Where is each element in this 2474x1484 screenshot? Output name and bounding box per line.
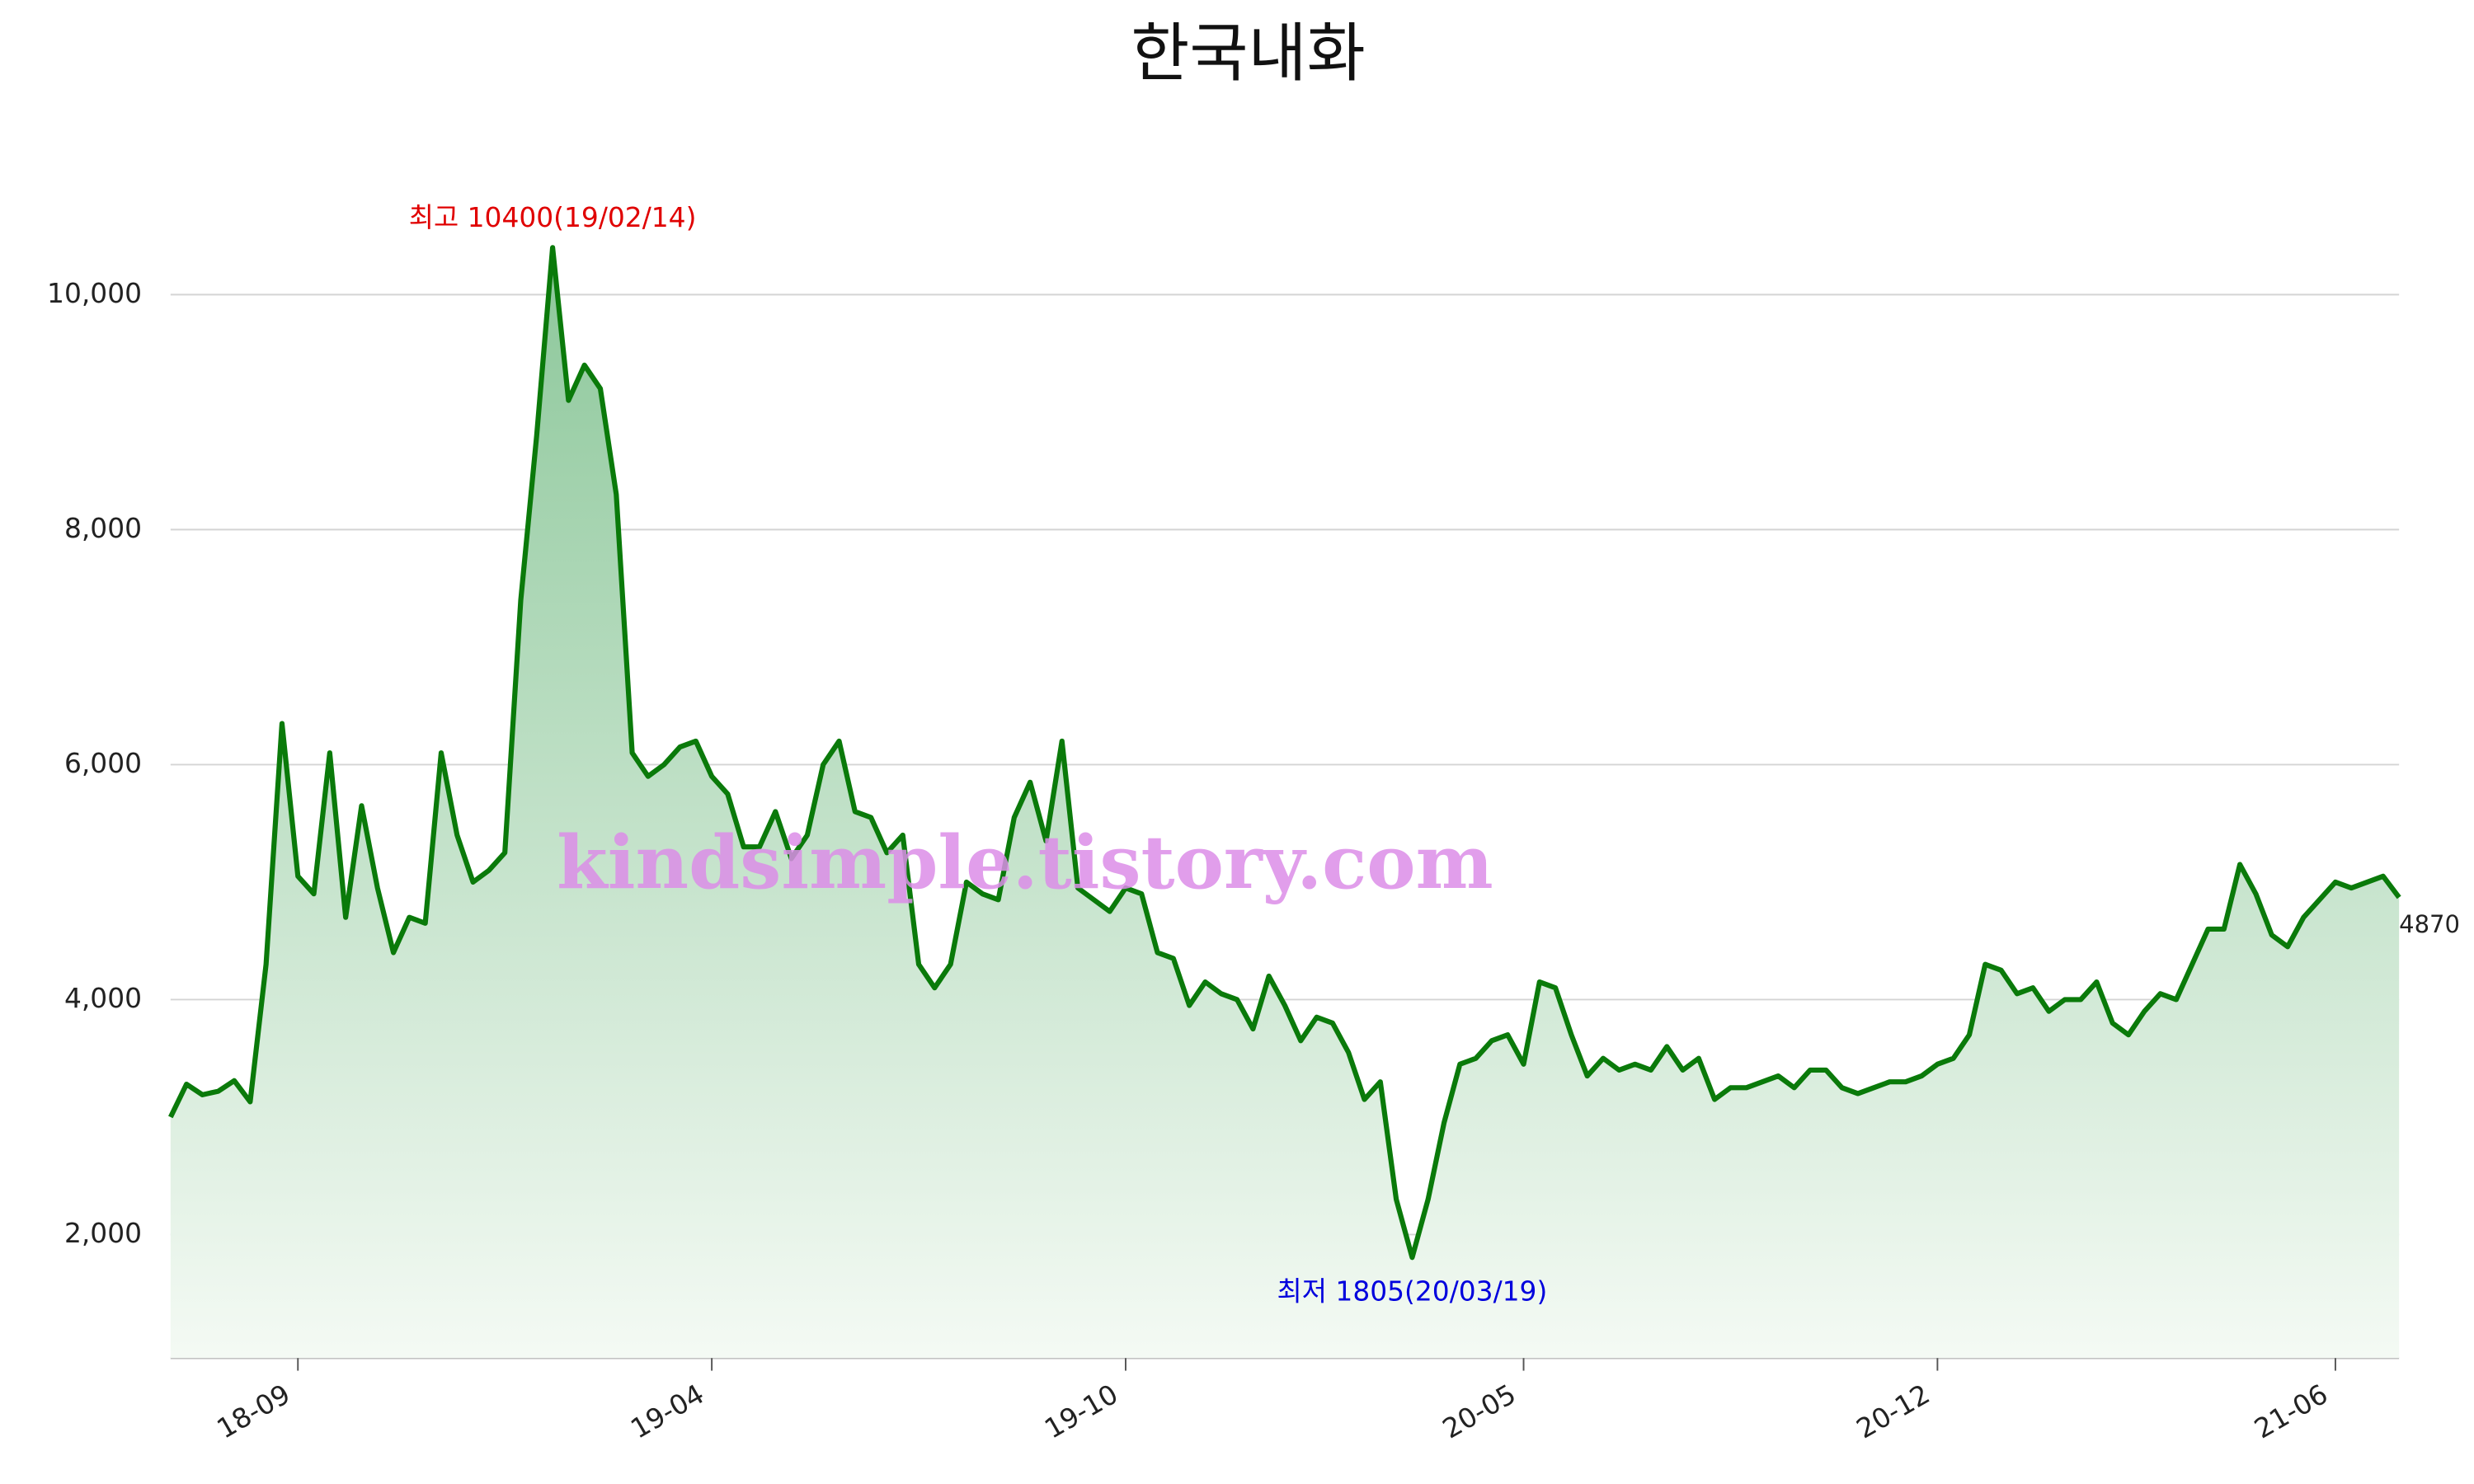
x-tick-label: 19-10 [1039, 1378, 1123, 1445]
watermark: kindsimple.tistory.com [557, 819, 1493, 905]
y-tick-label: 8,000 [64, 512, 142, 544]
low-annotation: 최저 1805(20/03/19) [1277, 1275, 1548, 1307]
x-tick-label: 20-12 [1851, 1378, 1935, 1445]
high-annotation: 최고 10400(19/02/14) [409, 201, 697, 233]
last-value-label: 4870 [2399, 910, 2460, 938]
y-tick-label: 10,000 [47, 277, 142, 309]
y-tick-label: 4,000 [64, 982, 142, 1014]
y-tick-label: 6,000 [64, 747, 142, 779]
area-fill [170, 247, 2400, 1359]
x-tick-label: 21-06 [2249, 1378, 2333, 1445]
x-tick-label: 18-09 [211, 1378, 295, 1445]
x-tick-label: 20-05 [1437, 1378, 1521, 1445]
x-tick-label: 19-04 [625, 1378, 709, 1445]
price-line [168, 245, 2401, 1261]
chart-title: 한국내화 [1131, 16, 1365, 91]
y-tick-label: 2,000 [64, 1217, 142, 1249]
